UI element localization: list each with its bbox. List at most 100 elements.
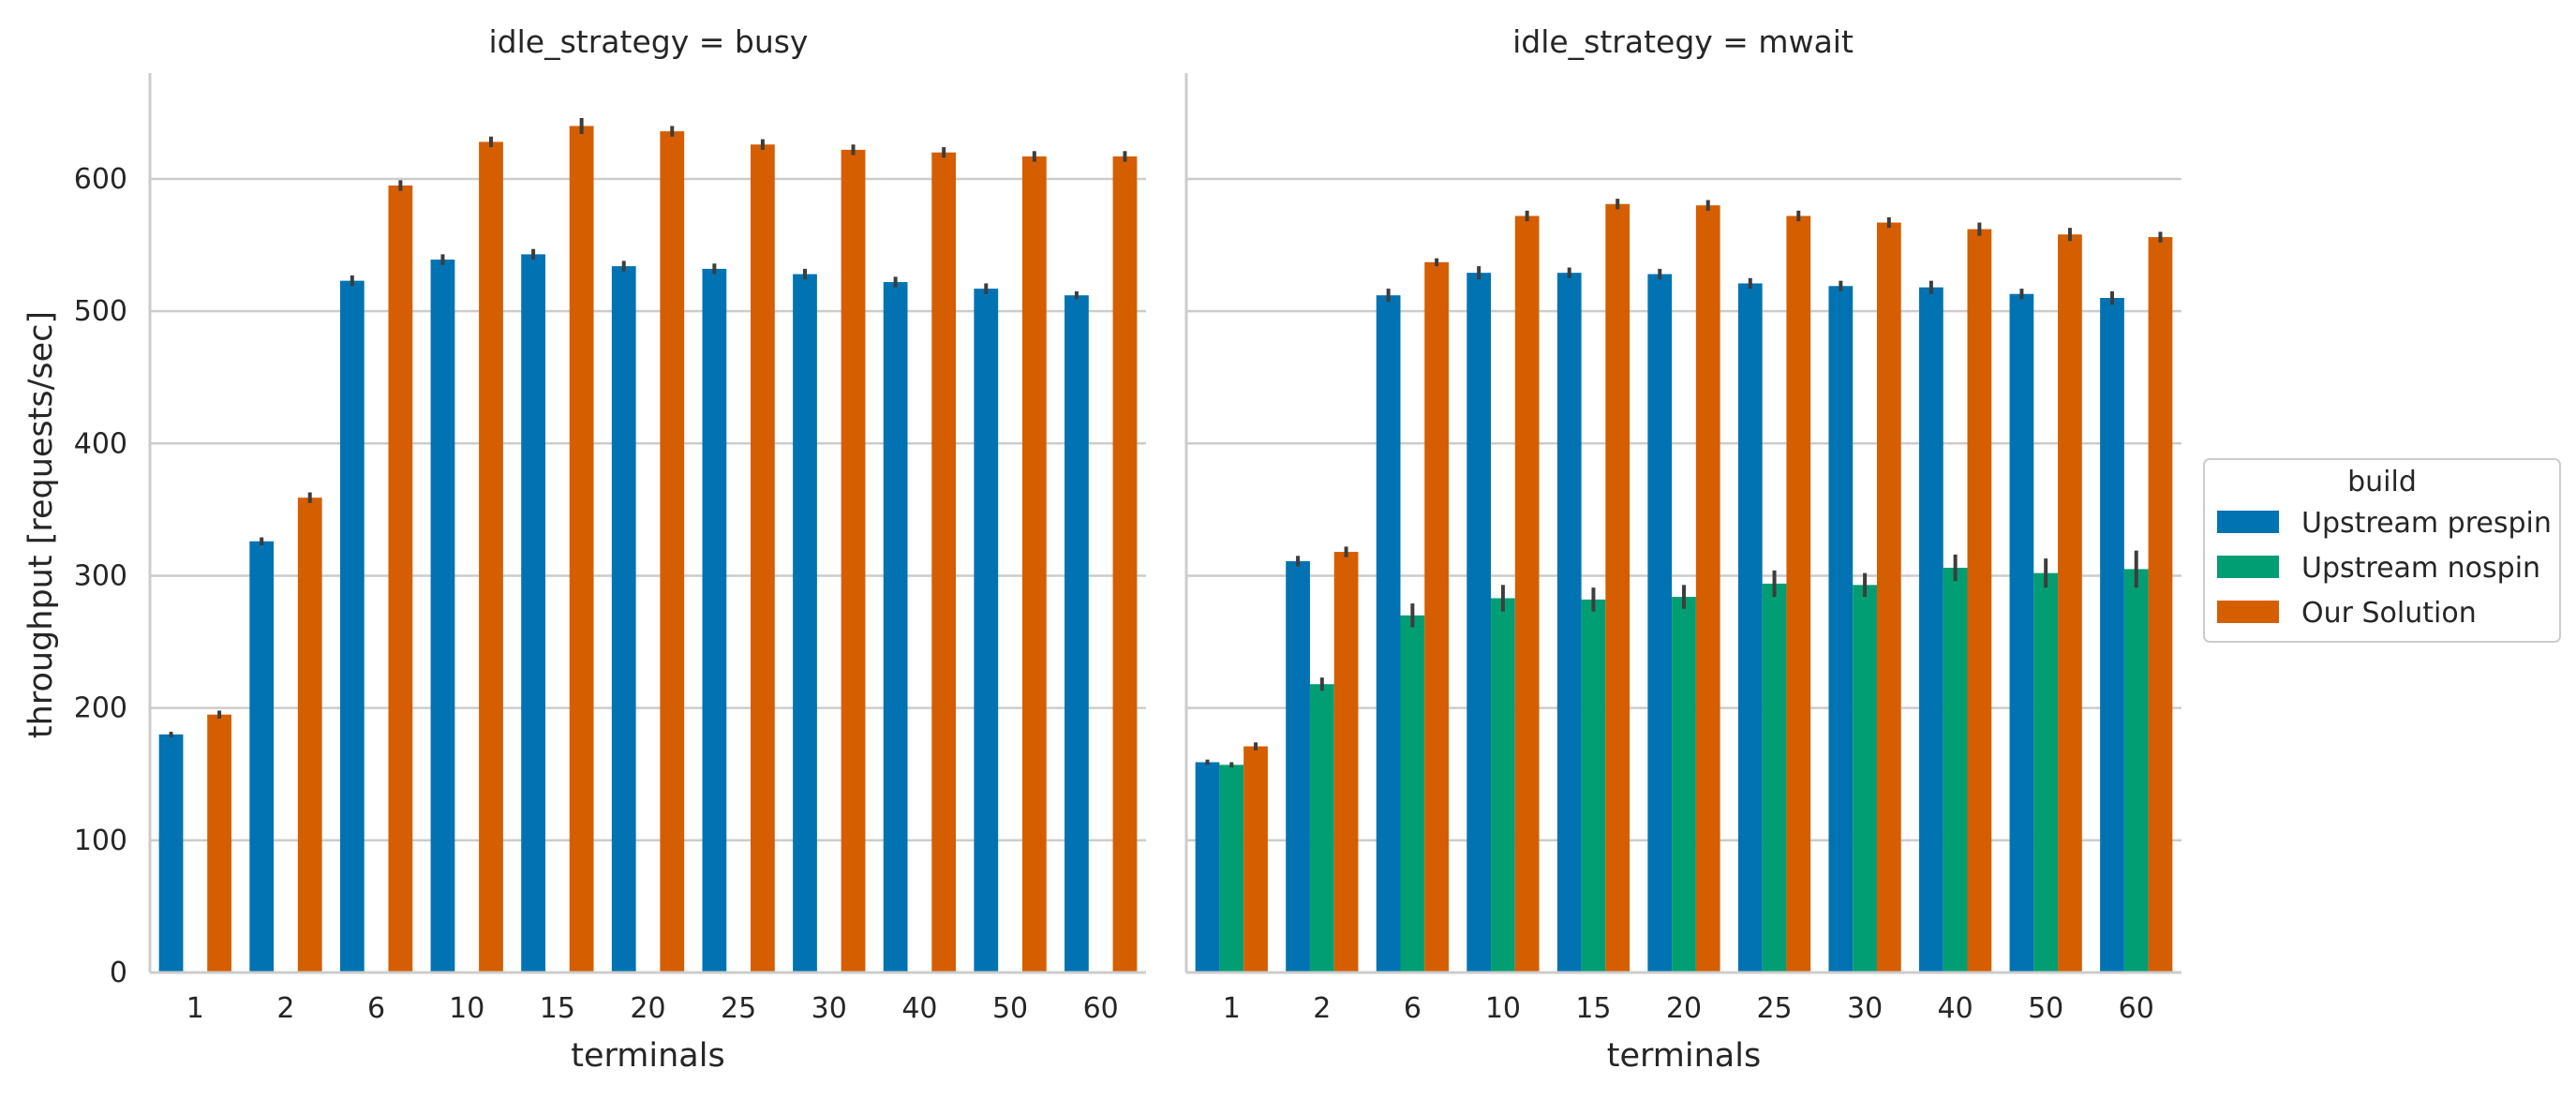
bar	[1309, 684, 1334, 973]
bar	[974, 289, 999, 973]
legend-title: build	[2347, 466, 2417, 498]
legend-swatch	[2217, 556, 2279, 578]
x-axis-label: terminals	[1607, 1037, 1761, 1075]
bar	[297, 498, 322, 973]
x-tick-label: 6	[367, 992, 385, 1025]
x-tick-label: 15	[540, 992, 575, 1025]
bar	[1695, 205, 1720, 973]
bar	[1672, 597, 1696, 973]
bar	[1219, 765, 1244, 973]
x-tick-label: 2	[276, 992, 294, 1025]
x-tick-label: 40	[1938, 992, 1973, 1025]
legend-entry-label: Upstream prespin	[2301, 507, 2552, 540]
x-axis-label: terminals	[571, 1037, 724, 1075]
x-tick-label: 20	[1666, 992, 1702, 1025]
y-tick-label: 200	[74, 692, 127, 725]
y-tick-label: 100	[74, 824, 127, 857]
bar	[1243, 746, 1268, 973]
bar	[1195, 762, 1220, 973]
panel-title: idle_strategy = mwait	[1512, 23, 1854, 60]
x-tick-label: 1	[1223, 992, 1241, 1025]
legend-entry-label: Upstream nospin	[2301, 552, 2540, 585]
y-axis-label: throughput [requests/sec]	[22, 311, 60, 738]
x-tick-label: 25	[1756, 992, 1792, 1025]
y-tick-label: 600	[74, 163, 127, 196]
bar	[207, 714, 231, 973]
bar	[1967, 229, 1992, 973]
legend-frame	[2203, 458, 2561, 643]
bar	[2123, 569, 2149, 973]
bar	[702, 268, 727, 973]
bar	[1786, 215, 1811, 973]
panel-mwait: idle_strategy = mwait 1 2 6 10 15 20 25 30 40 50 6…	[1184, 23, 2181, 1075]
y-tick-label: 0	[110, 957, 127, 989]
bar	[660, 131, 685, 973]
bar	[1400, 615, 1425, 973]
bar	[1514, 215, 1540, 973]
x-tick-label: 50	[992, 992, 1028, 1025]
bar	[1467, 273, 1492, 973]
x-tick-label: 20	[630, 992, 665, 1025]
bar	[521, 254, 545, 973]
y-tick-label: 300	[74, 559, 127, 592]
legend-swatch	[2217, 601, 2279, 623]
panel-busy: idle_strategy = busy 1 2 6 10 15 20 25 30 40 50 60…	[74, 23, 1146, 1075]
x-tick-label: 10	[449, 992, 484, 1025]
x-tick-label: 15	[1575, 992, 1611, 1025]
bar	[1286, 560, 1310, 973]
x-tick-label: 60	[1083, 992, 1119, 1025]
bar	[388, 186, 413, 973]
bar	[1376, 295, 1401, 973]
bar	[430, 260, 455, 973]
bar	[1919, 287, 1943, 973]
bar	[569, 126, 594, 973]
bar	[1556, 273, 1582, 973]
x-tick-label: 30	[1847, 992, 1883, 1025]
x-tick-label: 40	[901, 992, 937, 1025]
bar	[1333, 552, 1359, 973]
legend-swatch	[2217, 511, 2279, 533]
y-tick-label: 400	[74, 427, 127, 460]
bar	[1605, 203, 1630, 973]
bar	[1876, 222, 1901, 973]
bar	[1112, 156, 1138, 973]
bar	[793, 274, 817, 973]
bar	[841, 149, 866, 973]
x-tick-label: 30	[812, 992, 847, 1025]
x-tick-label: 60	[2119, 992, 2154, 1025]
panel-title: idle_strategy = busy	[489, 23, 809, 60]
bar	[339, 280, 365, 973]
legend-entry-label: Our Solution	[2301, 597, 2477, 630]
bar	[479, 141, 503, 973]
bar	[1424, 261, 1449, 973]
x-tick-label: 10	[1485, 992, 1521, 1025]
bar	[751, 144, 775, 973]
bar	[1853, 585, 1877, 973]
bar	[2009, 293, 2034, 973]
bar	[1065, 295, 1089, 973]
bar	[2058, 234, 2082, 973]
legend: build Upstream prespin Upstream nospin Our…	[2203, 458, 2561, 643]
x-tick-label: 25	[721, 992, 756, 1025]
x-tick-label: 6	[1404, 992, 1422, 1025]
x-tick-label: 2	[1313, 992, 1331, 1025]
x-tick-label: 1	[186, 992, 204, 1025]
bar	[611, 266, 636, 973]
bar	[931, 152, 957, 973]
bar	[158, 734, 184, 973]
bar	[1491, 598, 1515, 973]
bar	[1647, 274, 1673, 973]
bar	[1737, 283, 1763, 973]
y-tick-label: 500	[74, 295, 127, 328]
bar	[249, 541, 275, 973]
bar	[2100, 298, 2124, 973]
bar	[2148, 237, 2173, 973]
bar	[2033, 572, 2059, 973]
bar	[1021, 156, 1047, 973]
bar	[1943, 568, 1968, 973]
bar	[1828, 286, 1854, 973]
x-tick-label: 50	[2028, 992, 2063, 1025]
bar	[1762, 583, 1787, 973]
bar	[1581, 599, 1606, 973]
